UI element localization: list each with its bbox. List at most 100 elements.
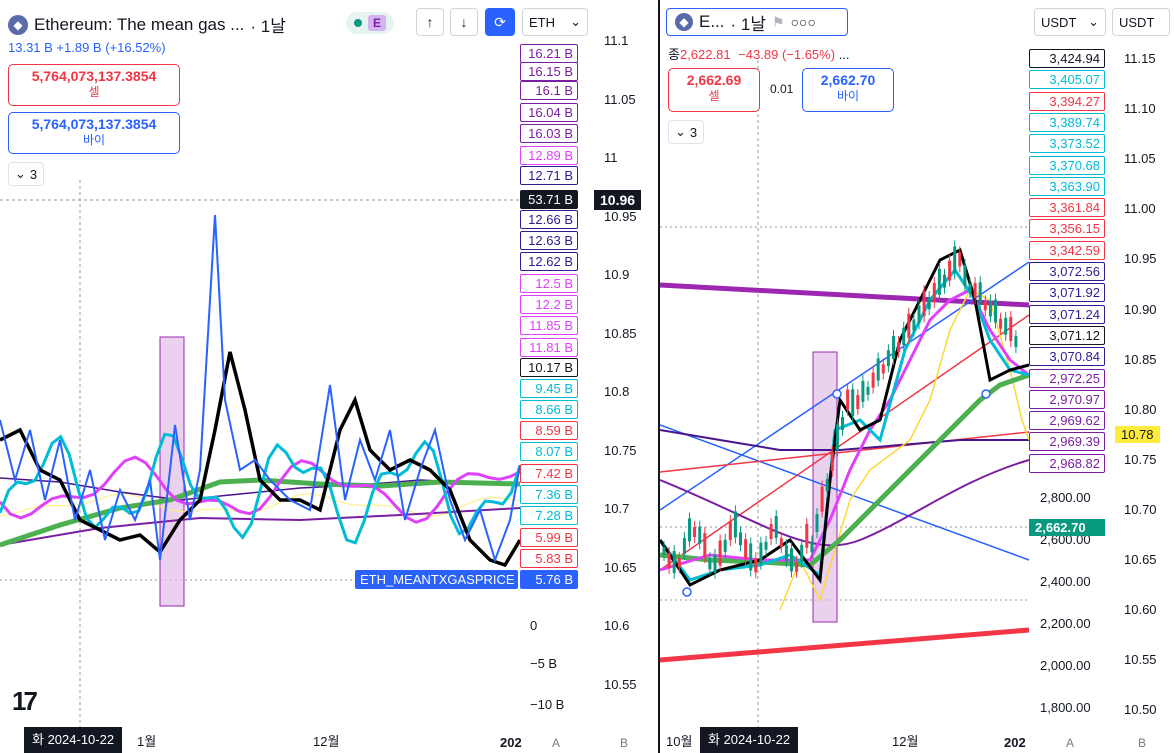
blue-trend-line (660, 261, 1030, 511)
price-scale-label: 9.45 B (520, 379, 578, 398)
right-inner-axis-tick: 1,800.00 (1040, 700, 1091, 715)
price-scale-label: 3,342.59 (1029, 240, 1105, 260)
candle-body (790, 548, 793, 572)
candle-body (876, 358, 880, 381)
candle-body (795, 561, 799, 572)
price-scale-label: 2,968.82 (1029, 453, 1105, 473)
candle-body (688, 518, 691, 542)
left-stats-line: 13.31 B +1.89 B (+16.52%) (8, 40, 166, 55)
price-scale-label: 3,071.92 (1029, 283, 1105, 303)
right-symbol-title[interactable]: E... (699, 12, 725, 31)
right-x-tick: 202 (1004, 735, 1026, 750)
left-inner-axis-tick: −5 B (530, 656, 558, 671)
arrow-down-button[interactable]: ↓ (450, 8, 478, 36)
right-currency-select[interactable]: USDT ⌄ (1034, 8, 1106, 36)
more-options-icon[interactable]: ○○○ (790, 14, 816, 30)
candle-body (713, 554, 717, 573)
left-status-pill[interactable]: E (346, 12, 394, 34)
candle-body (815, 514, 819, 532)
price-scale-label: 2,969.39 (1029, 432, 1105, 452)
price-scale-label: 2,972.25 (1029, 368, 1105, 388)
price-scale-label: 3,405.07 (1029, 70, 1105, 90)
left-indicators-toggle[interactable]: ⌄ 3 (8, 162, 45, 186)
price-scale-label: 3,370.68 (1029, 155, 1105, 175)
right-outer-currency-select[interactable]: USDT (1112, 8, 1170, 36)
price-scale-label: 3,072.56 (1029, 262, 1105, 281)
left-axis-mode-b[interactable]: B (620, 736, 629, 750)
right-spread: 0.01 (770, 82, 794, 96)
candle-body (856, 395, 860, 410)
magenta-ma-line (660, 287, 1030, 572)
purple-trend-line (660, 282, 1030, 308)
right-buy-box[interactable]: 2,662.70 바이 (802, 68, 894, 112)
left-outer-axis-tick: 10.6 (604, 618, 630, 633)
left-outer-axis-tick: 10.95 (604, 208, 637, 224)
price-scale-label: 3,356.15 (1029, 219, 1105, 239)
tradingview-logo[interactable]: 17 (12, 686, 38, 716)
candle-body (983, 301, 987, 311)
left-axis-mode-auto[interactable]: A (552, 736, 561, 750)
right-sell-box[interactable]: 2,662.69 셀 (668, 68, 760, 112)
left-chart-canvas[interactable] (0, 0, 658, 753)
black-ma-line (660, 247, 1030, 587)
left-symbol-title[interactable]: Ethereum: The mean gas ... (34, 14, 245, 34)
candle-body (835, 424, 839, 451)
right-interval[interactable]: · 1날 (730, 14, 766, 34)
red-trend-line (660, 431, 1030, 473)
sync-button[interactable]: ⟳ (485, 8, 515, 36)
price-scale-label: 2,970.97 (1029, 389, 1105, 409)
right-crosshair-date: 화 2024-10-22 (700, 727, 799, 753)
price-scale-label: 3,363.90 (1029, 176, 1105, 196)
left-inner-axis-tick: 0 (530, 618, 538, 633)
left-outer-axis-tick: 10.8 (604, 384, 630, 399)
candle-body (922, 291, 926, 317)
left-currency-select[interactable]: ETH ⌄ (522, 8, 588, 36)
market-open-dot-icon (354, 19, 362, 27)
candle-body (968, 284, 972, 292)
left-interval[interactable]: · 1날 (250, 17, 286, 36)
candle-body (866, 386, 870, 395)
left-sell-box[interactable]: 5,764,073,137.3854 셀 (8, 64, 180, 106)
candle-body (703, 533, 707, 558)
price-scale-label: 16.1 B (520, 81, 578, 100)
left-outer-current-value: 10.96 (594, 190, 642, 210)
candle-body (759, 542, 763, 564)
price-scale-label: 12.63 B (520, 231, 578, 250)
candle-body (999, 318, 1003, 329)
price-scale-label: 7.42 B (520, 464, 578, 483)
candle-body (805, 523, 809, 548)
price-scale-label: 3,071.24 (1029, 304, 1105, 324)
left-chart-pane[interactable]: ◆ Ethereum: The mean gas ... · 1날 E ↑ ↓ … (0, 0, 658, 753)
candle-body (749, 543, 753, 571)
dark-purple-ma (660, 429, 1029, 451)
indicator-name-tag[interactable]: ETH_MEANTXGASPRICE (355, 570, 518, 589)
magenta-series-line (0, 455, 521, 524)
price-scale-label: 16.15 B (520, 62, 578, 81)
right-currency-label: USDT (1041, 14, 1077, 30)
left-indicators-count: 3 (29, 166, 38, 182)
candle-body (677, 558, 681, 568)
right-change-value: −43.89 (−1.65%) (738, 47, 836, 62)
right-indicators-toggle[interactable]: ⌄ 3 (668, 120, 705, 144)
price-scale-label: 11.85 B (520, 316, 578, 335)
price-scale-label: 5.76 B (520, 570, 578, 589)
right-axis-mode-b[interactable]: B (1138, 736, 1147, 750)
left-buy-box[interactable]: 5,764,073,137.3854 바이 (8, 112, 180, 154)
price-scale-label: 2,969.62 (1029, 411, 1105, 431)
price-scale-label: 12.5 B (520, 274, 578, 293)
candle-body (958, 252, 962, 267)
left-outer-axis-tick: 11.1 (604, 33, 629, 48)
candle-body (769, 524, 773, 540)
candle-body (917, 305, 921, 324)
right-chart-pane[interactable]: ◆ E... · 1날 ⚑ ○○○ USDT ⌄ USDT 종2,622.81 … (660, 0, 1174, 753)
right-chart-canvas[interactable] (660, 0, 1174, 753)
candle-body (698, 526, 702, 544)
left-symbol-header[interactable]: ◆ Ethereum: The mean gas ... · 1날 (8, 12, 286, 37)
flag-icon[interactable]: ⚑ (772, 13, 785, 30)
right-axis-mode-auto[interactable]: A (1066, 736, 1075, 750)
left-outer-axis-tick: 10.7 (604, 501, 630, 516)
right-symbol-header[interactable]: ◆ E... · 1날 ⚑ ○○○ (666, 8, 848, 36)
candle-body (800, 544, 804, 562)
arrow-up-button[interactable]: ↑ (416, 8, 444, 36)
pane-divider[interactable] (658, 0, 660, 753)
